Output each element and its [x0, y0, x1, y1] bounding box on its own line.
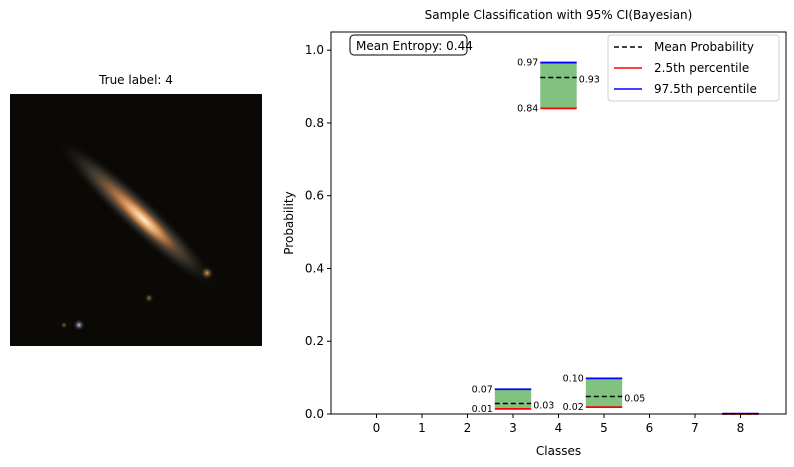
- legend-label: Mean Probability: [654, 40, 754, 54]
- x-tick-label: 3: [509, 421, 517, 435]
- galaxy-thumbnail-icon: [10, 94, 262, 346]
- x-tick-label: 1: [418, 421, 426, 435]
- mean-value-label: 0.93: [579, 74, 600, 85]
- x-tick-label: 7: [691, 421, 699, 435]
- y-axis-label: Probability: [282, 191, 296, 254]
- lower-value-label: 0.84: [517, 103, 538, 114]
- legend-box: [607, 34, 780, 102]
- y-tick-label: 0.2: [305, 334, 324, 348]
- x-tick-label: 6: [646, 421, 654, 435]
- mean-value-label: 0.03: [533, 400, 554, 411]
- y-tick-label: 0.4: [305, 261, 324, 275]
- x-axis-label: Classes: [536, 444, 581, 458]
- lower-value-label: 0.01: [472, 404, 493, 415]
- lower-value-label: 0.02: [563, 402, 584, 413]
- x-tick-label: 4: [555, 421, 563, 435]
- galaxy-image: [10, 94, 262, 346]
- y-tick-label: 0.6: [305, 189, 324, 203]
- upper-value-label: 0.10: [563, 373, 584, 384]
- entropy-annotation: Mean Entropy: 0.44: [356, 39, 473, 53]
- image-title: True label: 4: [99, 73, 173, 87]
- mean-value-label: 0.05: [624, 394, 645, 405]
- x-tick-label: 2: [464, 421, 472, 435]
- upper-value-label: 0.97: [517, 58, 538, 69]
- y-tick-label: 0.8: [305, 116, 324, 130]
- x-tick-label: 8: [737, 421, 745, 435]
- y-tick-label: 0.0: [305, 407, 324, 421]
- chart-title: Sample Classification with 95% CI(Bayesi…: [424, 8, 693, 22]
- legend-label: 2.5th percentile: [654, 61, 749, 75]
- x-tick-label: 5: [600, 421, 608, 435]
- entropy-annotation-box: [349, 34, 468, 56]
- y-tick-label: 1.0: [305, 43, 324, 57]
- ci-bar-class-5: [585, 378, 623, 408]
- legend-label: 97.5th percentile: [654, 82, 757, 96]
- ci-bar-class-3: [494, 389, 532, 409]
- ci-bar-class-4: [540, 62, 577, 109]
- upper-value-label: 0.07: [472, 384, 493, 395]
- x-tick-label: 0: [373, 421, 381, 435]
